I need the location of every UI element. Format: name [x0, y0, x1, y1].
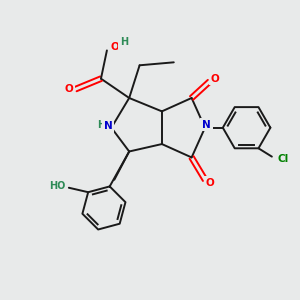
Text: O: O	[210, 74, 219, 84]
Text: Cl: Cl	[278, 154, 289, 164]
Text: H: H	[120, 37, 128, 47]
Text: H: H	[97, 120, 105, 130]
Text: N: N	[202, 120, 211, 130]
Text: O: O	[111, 43, 120, 52]
Text: O: O	[65, 84, 74, 94]
Text: HO: HO	[50, 181, 66, 191]
Text: N: N	[104, 121, 113, 131]
Text: O: O	[206, 178, 215, 188]
